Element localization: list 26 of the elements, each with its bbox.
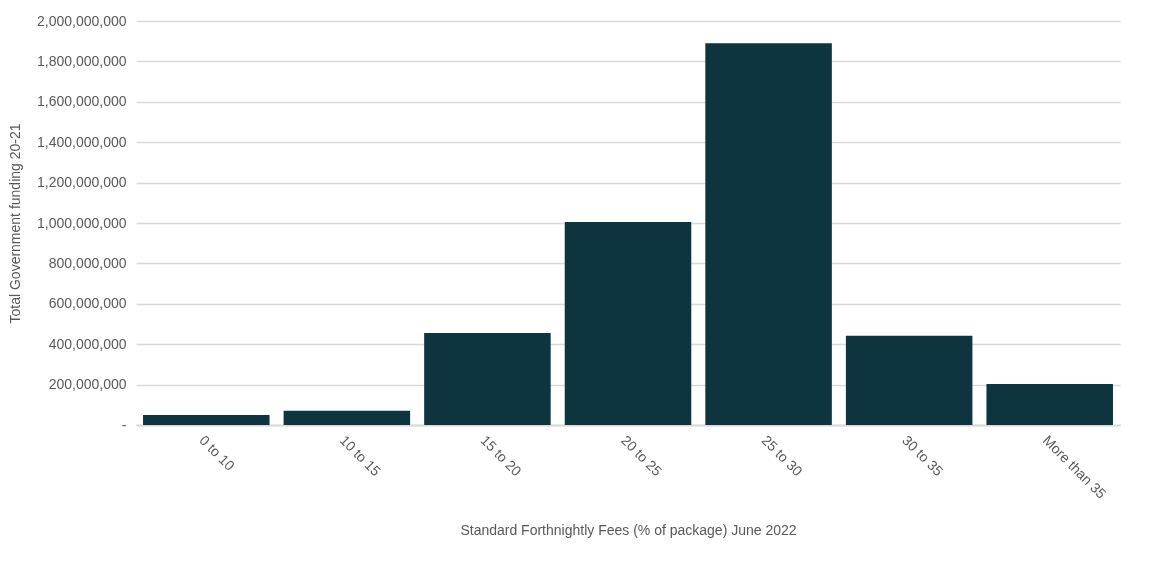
y-tick-label: 600,000,000 [48,295,127,312]
x-tick-label: 10 to 15 [336,432,385,480]
y-tick-label: 2,000,000,000 [36,12,127,29]
y-tick-label: 1,600,000,000 [36,93,127,110]
y-tick-label: 1,400,000,000 [36,133,127,150]
bar [845,335,973,425]
y-tick-label: 1,800,000,000 [36,52,127,69]
bar [283,410,411,425]
y-tick-label: - [121,416,127,433]
x-tick-label: 30 to 35 [899,432,947,480]
x-tick-label: 20 to 25 [618,432,666,480]
bar [705,43,832,425]
y-tick-label: 800,000,000 [48,254,127,271]
x-axis-title: Standard Forthnightly Fees (% of package) June 2022 [460,521,797,538]
bar [424,333,551,425]
bar [143,414,270,425]
bar [564,221,692,425]
y-axis-title: Total Government funding 20-21 [6,123,23,324]
y-tick-label: 400,000,000 [48,335,127,352]
x-tick-label: 0 to 10 [196,432,239,474]
x-tick-label: 25 to 30 [758,432,806,480]
x-tick-label: 15 to 20 [477,432,525,480]
y-tick-label: 1,000,000,000 [36,214,127,231]
y-tick-label: 200,000,000 [48,376,127,393]
y-tick-label: 1,200,000,000 [36,174,127,191]
bar [986,383,1113,425]
